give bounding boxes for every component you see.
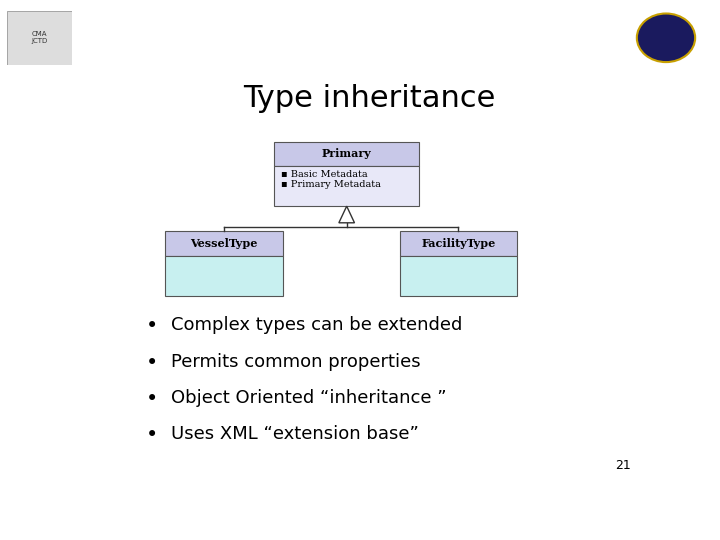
Text: VesselType: VesselType <box>190 238 258 249</box>
Text: •: • <box>145 353 158 373</box>
Text: CMA
JCTD: CMA JCTD <box>32 31 48 44</box>
Text: •: • <box>145 425 158 445</box>
Text: ▪ Basic Metadata
▪ Primary Metadata: ▪ Basic Metadata ▪ Primary Metadata <box>281 170 381 189</box>
Polygon shape <box>339 206 354 223</box>
Bar <box>274 141 419 166</box>
Text: Object Oriented “inheritance ”: Object Oriented “inheritance ” <box>171 389 446 407</box>
Text: •: • <box>145 316 158 336</box>
Bar <box>274 166 419 206</box>
Text: Uses XML “extension base”: Uses XML “extension base” <box>171 425 419 443</box>
Bar <box>166 231 282 255</box>
Bar <box>166 255 282 295</box>
Text: Complex types can be extended: Complex types can be extended <box>171 316 462 334</box>
Text: Primary: Primary <box>322 148 372 159</box>
Bar <box>400 231 517 255</box>
Text: Type inheritance: Type inheritance <box>243 84 495 112</box>
Circle shape <box>637 14 696 62</box>
Bar <box>400 255 517 295</box>
Text: FacilityType: FacilityType <box>421 238 495 249</box>
Text: 21: 21 <box>616 460 631 472</box>
Text: Permits common properties: Permits common properties <box>171 353 420 370</box>
Text: •: • <box>145 389 158 409</box>
